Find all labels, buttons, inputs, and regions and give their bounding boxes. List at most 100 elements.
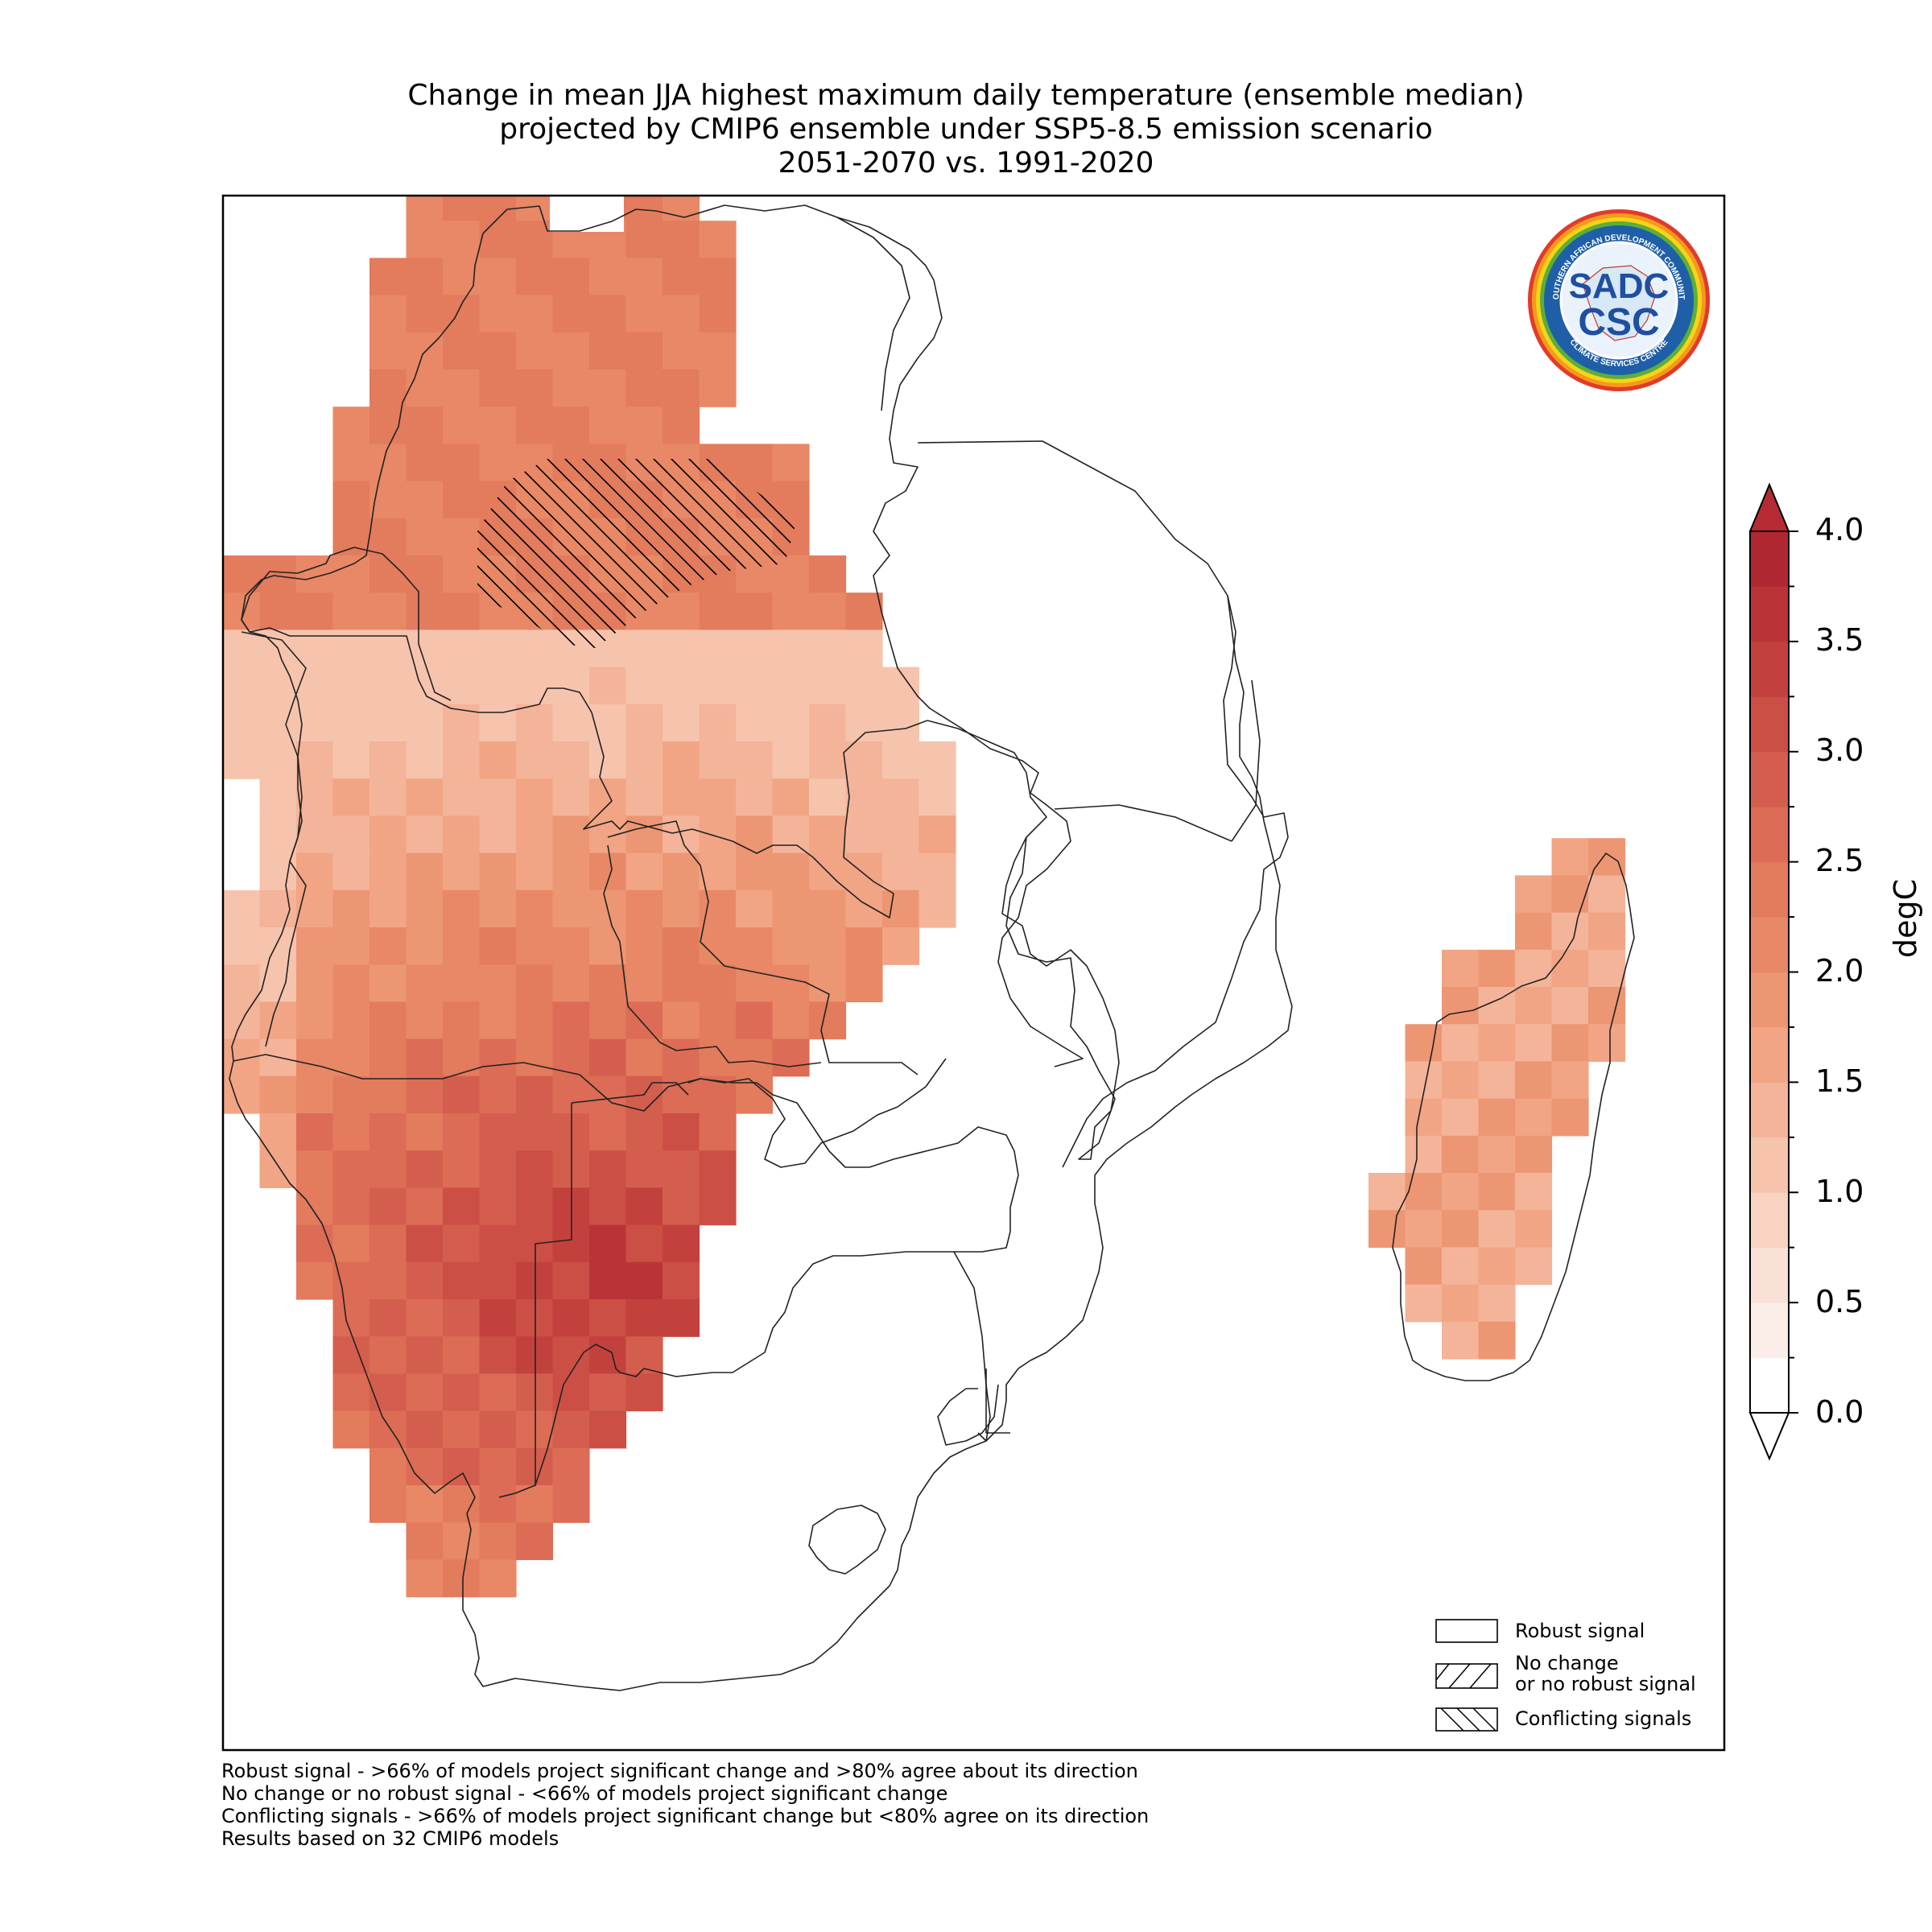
colorbar-tick-label: 2.5 (1815, 843, 1864, 878)
grid-cell (406, 407, 444, 444)
grid-cell (589, 1224, 627, 1263)
grid-cell (296, 667, 334, 705)
grid-cell (845, 927, 883, 965)
grid-cell (516, 295, 554, 333)
grid-cell (1515, 912, 1553, 951)
grid-cell (552, 1001, 590, 1040)
grid-cell (369, 1224, 407, 1263)
grid-cell (406, 1336, 444, 1374)
grid-cell (772, 667, 810, 705)
grid-cell (332, 852, 370, 891)
grid-cell (663, 196, 700, 221)
grid-cell (479, 407, 517, 444)
grid-cell (1515, 1210, 1553, 1248)
grid-cell (369, 778, 407, 816)
grid-cell (625, 407, 663, 444)
grid-cell (443, 964, 481, 1002)
grid-cell (479, 196, 517, 221)
grid-cell (369, 1150, 407, 1188)
grid-cell (1478, 1210, 1516, 1248)
conflicting-signal-hatch (477, 459, 797, 648)
grid-cell (809, 1001, 847, 1040)
temperature-grid (223, 196, 1626, 1598)
grid-cell (369, 964, 407, 1002)
grid-cell (443, 630, 481, 668)
grid-cell (663, 890, 700, 928)
grid-cell (1405, 1247, 1443, 1286)
grid-cell (296, 1038, 334, 1077)
grid-cell (809, 741, 847, 779)
grid-cell (406, 196, 444, 221)
colorbar-tick-label: 1.0 (1815, 1174, 1864, 1209)
grid-cell (809, 667, 847, 705)
grid-cell (1405, 1098, 1443, 1137)
grid-cell (516, 196, 554, 221)
grid-cell (369, 1485, 407, 1523)
grid-cell (736, 592, 774, 630)
grid-cell (369, 927, 407, 965)
grid-cell (479, 630, 517, 668)
grid-cell (1442, 1173, 1480, 1211)
grid-cell (772, 704, 810, 742)
grid-cell (736, 778, 774, 816)
grid-cell (332, 1261, 370, 1300)
grid-cell (369, 1113, 407, 1151)
grid-cell (223, 1038, 261, 1077)
grid-cell (589, 1187, 627, 1226)
grid-cell (1442, 949, 1480, 988)
colorbar-segment (1750, 972, 1789, 1028)
grid-cell (589, 1038, 627, 1077)
grid-cell (845, 667, 883, 705)
legend-swatch-robust (1435, 1619, 1498, 1643)
grid-cell (552, 1447, 590, 1486)
grid-cell (589, 778, 627, 816)
grid-cell (699, 1150, 737, 1188)
grid-cell (589, 407, 627, 444)
grid-cell (516, 1373, 554, 1412)
grid-cell (772, 778, 810, 816)
grid-cell (663, 221, 700, 258)
grid-cell (699, 221, 737, 258)
grid-cell (443, 1373, 481, 1412)
grid-cell (1515, 1024, 1553, 1062)
grid-cell (296, 890, 334, 928)
grid-cell (369, 444, 407, 482)
grid-cell (332, 1150, 370, 1188)
country-borders (233, 204, 1289, 1575)
grid-cell (516, 1001, 554, 1040)
grid-cell (552, 295, 590, 333)
grid-cell (296, 1261, 334, 1300)
grid-cell (406, 1150, 444, 1188)
grid-cell (663, 1299, 700, 1337)
grid-cell (479, 815, 517, 854)
grid-cell (406, 890, 444, 928)
grid-cell (552, 1410, 590, 1449)
grid-cell (1551, 1061, 1589, 1100)
grid-cell (699, 332, 737, 370)
map-frame (221, 194, 1726, 1752)
grid-cell (1478, 1098, 1516, 1137)
grid-cell (625, 964, 663, 1002)
grid-cell (479, 964, 517, 1002)
grid-cell (1588, 949, 1626, 988)
grid-cell (516, 1038, 554, 1077)
grid-cell (259, 667, 297, 705)
grid-cell (443, 518, 481, 556)
grid-cell (772, 444, 810, 482)
grid-cell (332, 1373, 370, 1412)
colorbar-segment (1750, 1302, 1789, 1359)
grid-cell (369, 592, 407, 630)
grid-cell (369, 518, 407, 556)
grid-cell (516, 1187, 554, 1226)
grid-cell (882, 741, 920, 779)
grid-cell (223, 1001, 261, 1040)
grid-cell (259, 741, 297, 779)
grid-cell (443, 1038, 481, 1077)
colorbar-segment (1750, 531, 1789, 587)
grid-cell (406, 667, 444, 705)
grid-cell (479, 1336, 517, 1374)
coastline (229, 233, 1635, 1691)
grid-cell (443, 1410, 481, 1449)
grid-cell (1588, 1024, 1626, 1062)
grid-cell (516, 927, 554, 965)
